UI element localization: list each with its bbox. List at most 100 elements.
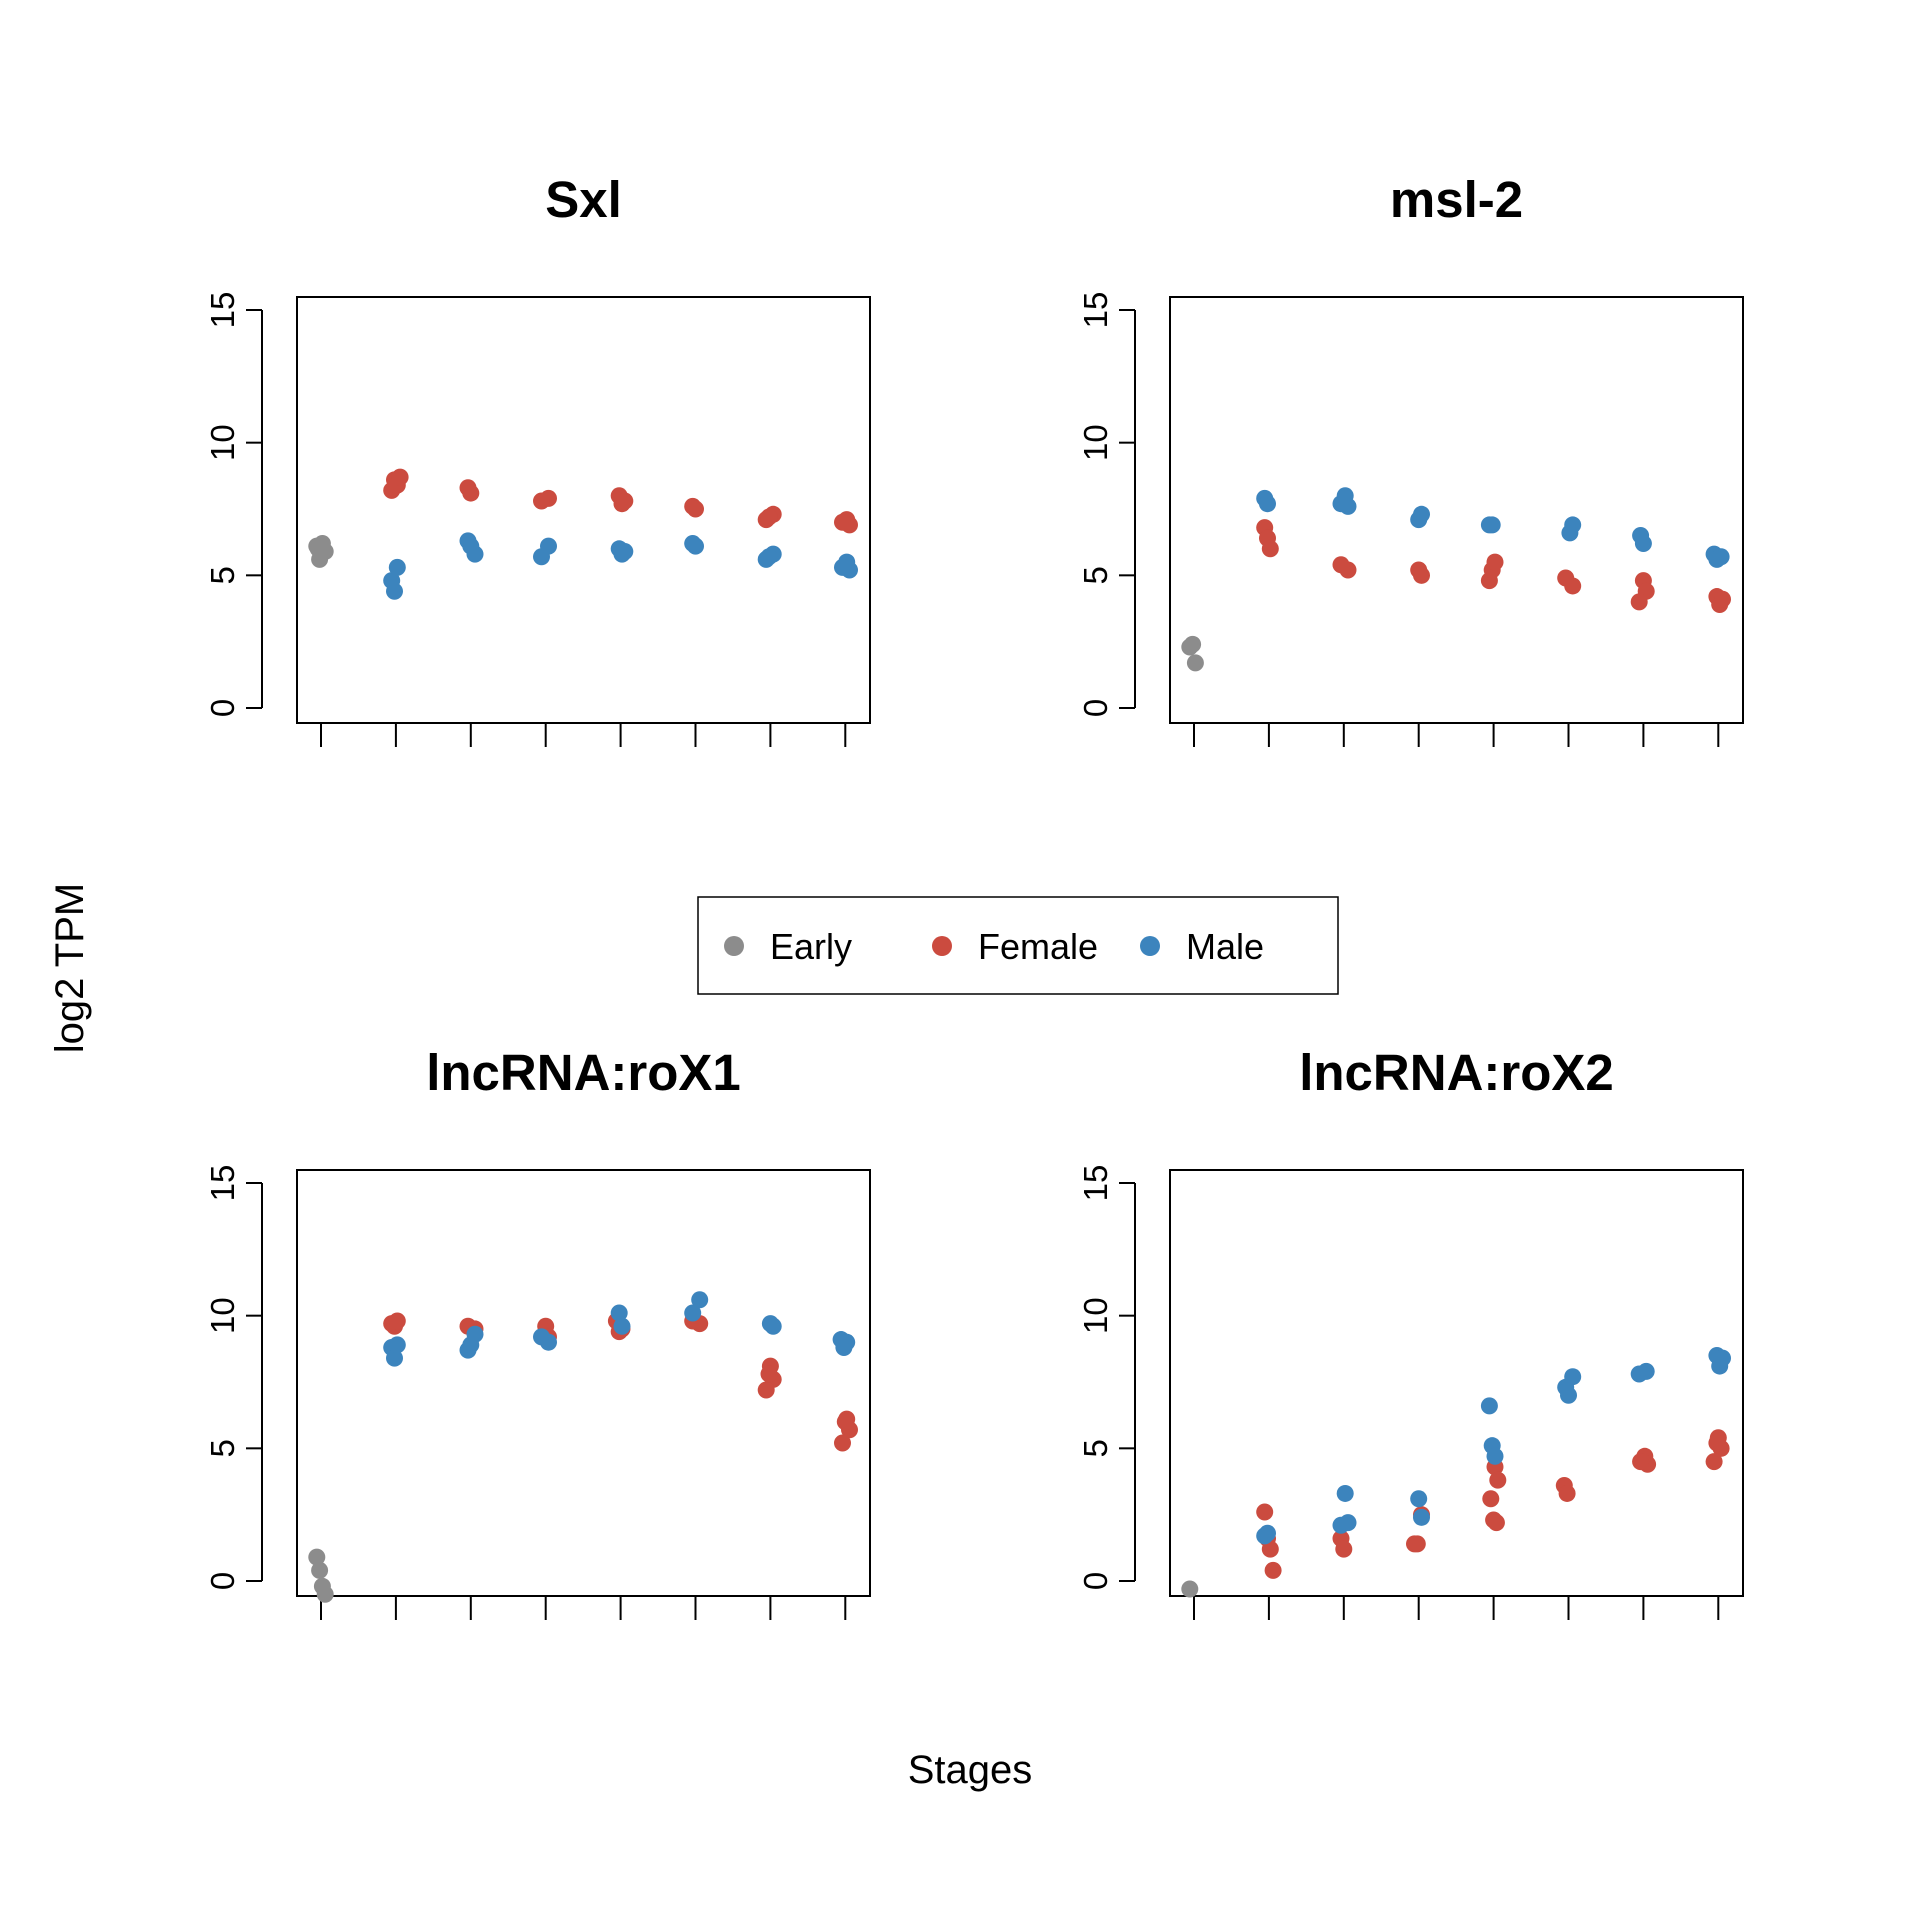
y-tick-label: 15 [204, 1165, 241, 1202]
point-female [687, 500, 704, 518]
point-male [1630, 1365, 1648, 1383]
point-male [386, 582, 403, 600]
point-male [388, 558, 406, 576]
point-male [616, 542, 634, 560]
y-tick-label: 5 [204, 1439, 241, 1457]
panel-title: lncRNA:roX2 [1299, 1044, 1614, 1101]
legend: Early Female Male [697, 896, 1339, 995]
y-tick-label: 10 [204, 424, 241, 461]
point-male [533, 1328, 550, 1346]
point-female [834, 1434, 851, 1452]
legend-label-female: Female [978, 926, 1098, 967]
point-male [386, 1349, 403, 1367]
point-male [684, 1304, 702, 1322]
panel-msl-2: msl-2 0 5 10 15 [1077, 171, 1744, 747]
panel-title: Sxl [545, 171, 622, 228]
point-male [838, 1333, 856, 1351]
point-male [691, 1291, 709, 1309]
point-male [462, 537, 480, 555]
y-tick-label: 0 [1077, 699, 1114, 717]
point-male [462, 1336, 480, 1354]
point-early [1186, 654, 1204, 672]
legend-marker-male [1140, 936, 1160, 956]
point-male [613, 1317, 631, 1335]
point-female [1708, 1434, 1726, 1452]
point-male [1564, 516, 1582, 534]
point-early [1181, 1580, 1199, 1598]
point-male [533, 548, 550, 566]
point-female [391, 468, 409, 486]
point-female [1486, 553, 1504, 571]
point-male [1483, 516, 1501, 534]
y-tick-label: 10 [1077, 1297, 1114, 1334]
point-male [1410, 1490, 1428, 1508]
point-female [760, 1365, 778, 1383]
point-male [1259, 495, 1276, 513]
point-female [1632, 1453, 1650, 1471]
point-male [1413, 1508, 1430, 1526]
point-female [1557, 569, 1575, 587]
point-male [610, 1304, 628, 1322]
panel-lncrna-rox2: lncRNA:roX2 0 5 10 15 [1077, 1044, 1744, 1620]
point-female [1630, 593, 1648, 611]
legend-box [697, 896, 1339, 995]
point-female [1332, 556, 1350, 574]
point-female [760, 508, 778, 526]
point-female [1256, 1503, 1274, 1521]
point-male [760, 548, 778, 566]
point-female [616, 492, 634, 510]
point-female [834, 513, 851, 531]
y-tick-label: 0 [204, 1572, 241, 1590]
y-axis-title: log2 TPM [48, 883, 92, 1053]
point-female [1705, 1453, 1723, 1471]
point-male [1336, 1484, 1354, 1502]
point-male [1560, 1386, 1577, 1404]
point-male [1486, 1447, 1504, 1465]
point-early [308, 1548, 326, 1566]
panels: Sxl051015msl-2051015lncRNA:roX1051015lnc… [204, 171, 1744, 1620]
point-early [316, 1585, 334, 1603]
point-male [1332, 495, 1350, 513]
y-tick-label: 0 [1077, 1572, 1114, 1590]
panel-title: msl-2 [1390, 171, 1523, 228]
point-female [462, 484, 480, 502]
point-female [1489, 1471, 1507, 1489]
point-male [388, 1336, 406, 1354]
point-male [764, 1317, 782, 1335]
point-male [1714, 1349, 1731, 1367]
point-male [687, 537, 704, 555]
plot-frame [1169, 296, 1744, 724]
panel-lncrna-rox1: lncRNA:roX1 0 5 10 15 [204, 1044, 871, 1620]
point-female [1335, 1540, 1353, 1558]
point-female [1264, 1561, 1282, 1579]
y-tick-label: 5 [1077, 1439, 1114, 1457]
y-tick-label: 10 [1077, 424, 1114, 461]
point-female [1408, 1535, 1426, 1553]
point-female [1714, 590, 1731, 608]
point-female [1482, 1490, 1500, 1508]
y-tick-label: 15 [204, 292, 241, 329]
point-female [533, 492, 550, 510]
panel-title: lncRNA:roX1 [426, 1044, 741, 1101]
y-tick-label: 10 [204, 1297, 241, 1334]
point-female [1558, 1484, 1576, 1502]
point-male [1708, 550, 1726, 568]
point-male [1259, 1524, 1276, 1542]
point-male [834, 558, 851, 576]
legend-label-male: Male [1186, 926, 1264, 967]
plot-frame [1169, 1169, 1744, 1597]
point-male [1332, 1516, 1350, 1534]
legend-marker-early [724, 936, 744, 956]
y-tick-label: 5 [204, 566, 241, 584]
point-female [836, 1413, 854, 1431]
point-male [1480, 1397, 1498, 1415]
point-male [1634, 534, 1652, 552]
legend-label-early: Early [770, 926, 852, 967]
point-female [1261, 540, 1279, 558]
point-early [311, 1561, 329, 1579]
y-tick-label: 0 [204, 699, 241, 717]
plot-frame [296, 296, 871, 724]
point-early [309, 540, 327, 558]
point-early [1184, 635, 1202, 653]
